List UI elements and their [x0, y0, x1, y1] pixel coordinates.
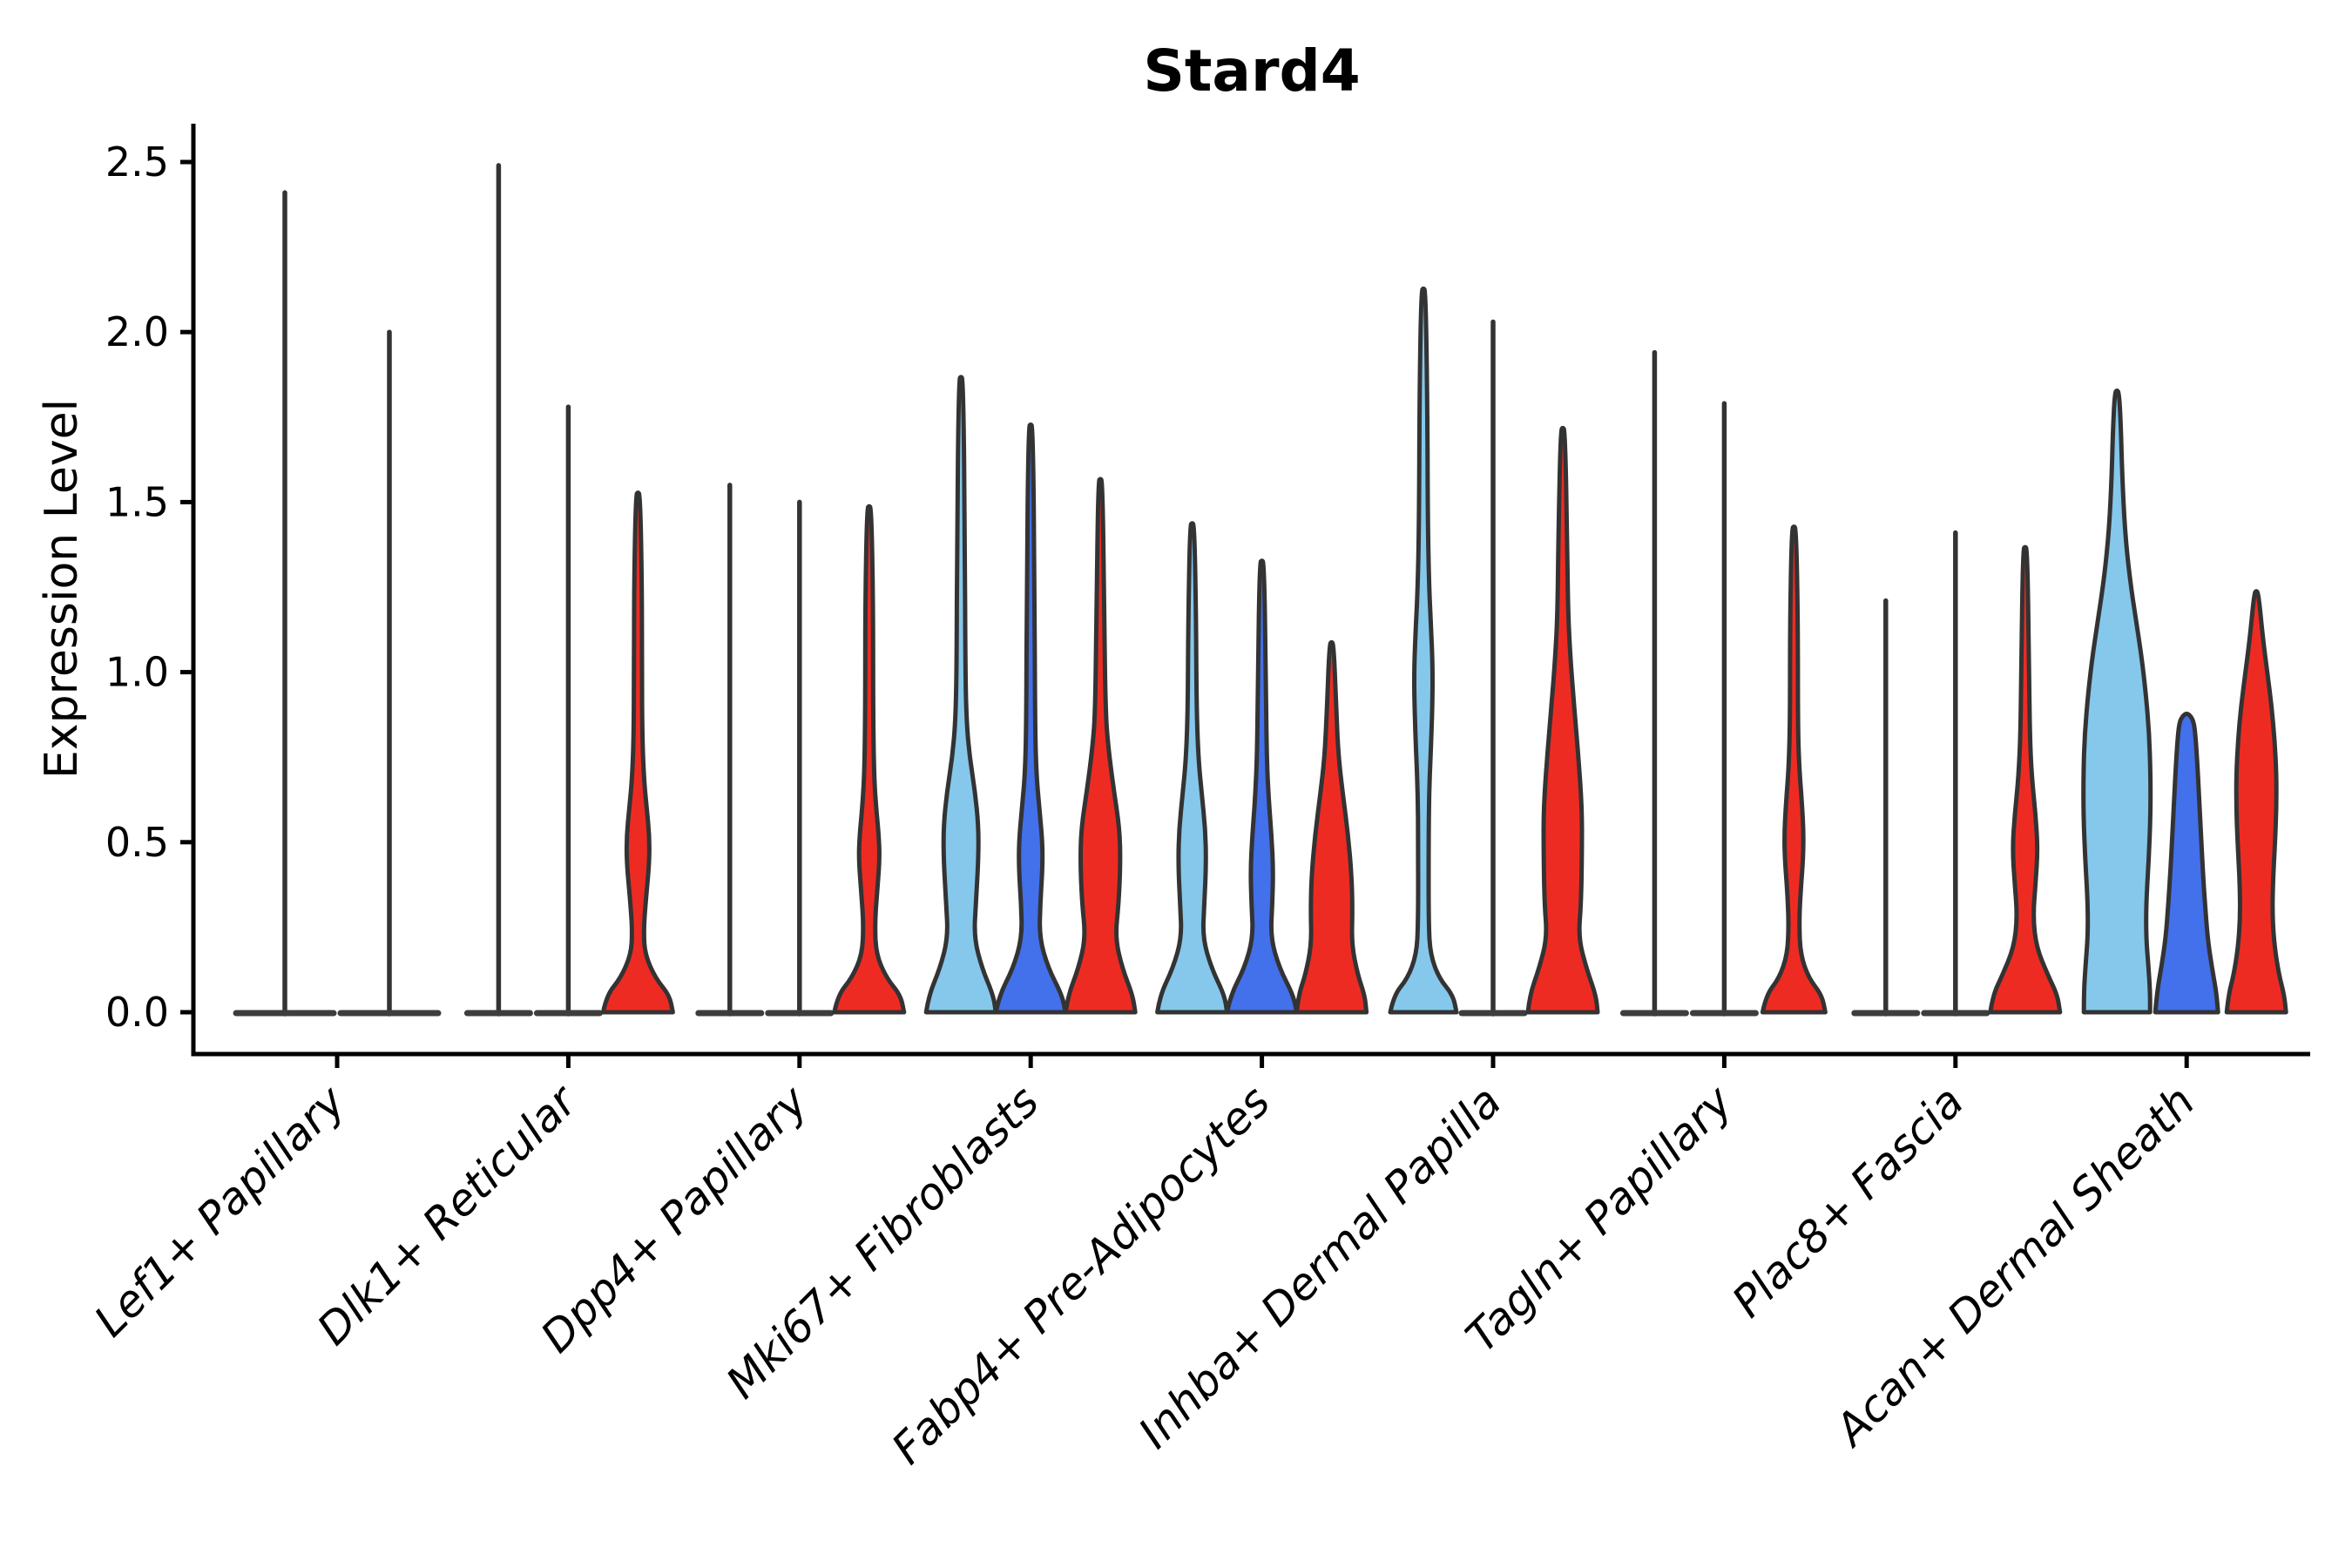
violin-4-split-red — [1294, 639, 1369, 1015]
violin-7-split-red — [1988, 544, 2063, 1015]
x-tick-label: Fabp4+ Pre-Adipocytes — [882, 1076, 1281, 1474]
x-tick-label: Lef1+ Papillary — [84, 1075, 355, 1346]
violin-3-split-lightblue — [923, 375, 998, 1015]
violin-2-split-red — [832, 504, 907, 1015]
violin-5-split-red — [1525, 425, 1600, 1015]
y-tick-label: 1.0 — [105, 649, 169, 696]
violin-1-split-red — [600, 490, 675, 1015]
y-tick-label: 0.0 — [105, 989, 169, 1036]
y-tick-label: 2.0 — [105, 308, 169, 355]
y-tick-label: 2.5 — [105, 139, 169, 186]
chart-title: Stard4 — [1143, 37, 1360, 105]
violin-8-split-lightblue — [2081, 389, 2153, 1015]
y-axis-label: Expression Level — [36, 399, 88, 779]
violin-8-split-darkblue — [2153, 711, 2220, 1015]
violin-3-split-red — [1063, 476, 1138, 1015]
y-tick-label: 0.5 — [105, 819, 169, 866]
violin-5-split-lightblue — [1388, 286, 1459, 1015]
violins — [233, 163, 2288, 1017]
violin-4-split-darkblue — [1225, 558, 1300, 1015]
violin-4-split-lightblue — [1155, 521, 1230, 1015]
y-axis-ticks: 0.0 0.5 1.0 1.5 2.0 2.5 — [105, 139, 193, 1036]
violin-8-split-red — [2224, 589, 2288, 1015]
x-tick-label: Plac8+ Fascia — [1722, 1076, 1973, 1327]
violin-6-split-red — [1760, 524, 1828, 1015]
y-tick-label: 1.5 — [105, 478, 169, 525]
violin-3-split-darkblue — [993, 422, 1068, 1015]
